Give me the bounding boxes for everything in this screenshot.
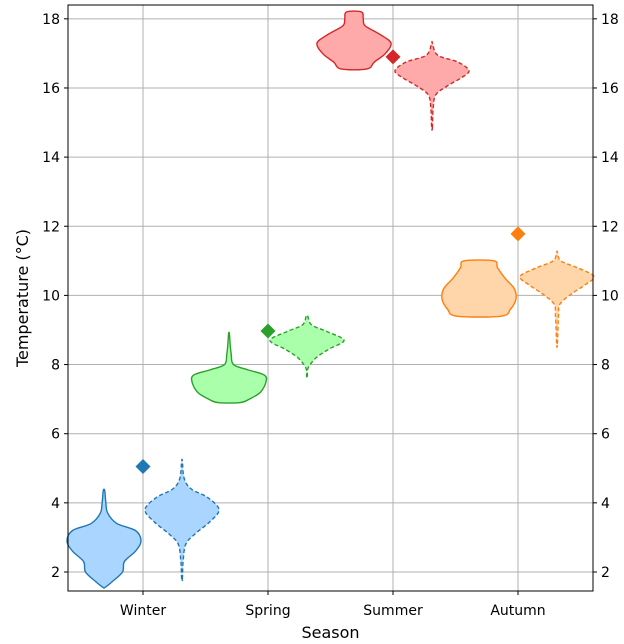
y-tick-label-left: 8 [51, 358, 60, 374]
violin-winter-right [144, 458, 220, 582]
x-axis-label: Season [301, 623, 359, 642]
axis-ticks: 2 2 4 4 6 6 8 8 10 10 12 12 14 14 16 16 18 18 Winter Spring… [42, 12, 619, 619]
diamond-markers [135, 49, 526, 475]
y-tick-label-right: 12 [601, 219, 619, 235]
y-tick-label-left: 16 [42, 81, 60, 97]
y-tick-label-right: 10 [601, 288, 619, 304]
y-tick-label-left: 4 [51, 496, 60, 512]
violin-autumn-right [519, 250, 595, 348]
y-tick-label-right: 8 [601, 358, 610, 374]
y-tick-label-left: 6 [51, 427, 60, 443]
y-tick-label-left: 2 [51, 565, 60, 581]
violin-winter-left [66, 488, 142, 589]
violin-summer-right [394, 40, 470, 131]
y-tick-label-left: 10 [42, 288, 60, 304]
x-tick-label: Winter [120, 603, 166, 619]
y-tick-label-right: 18 [601, 12, 619, 28]
y-tick-label-left: 18 [42, 12, 60, 28]
plot-frame [67, 4, 594, 592]
x-tick-label: Spring [245, 603, 290, 619]
diamond-marker-spring [260, 323, 276, 339]
x-tick-label: Summer [363, 603, 423, 619]
violin-series [66, 10, 595, 589]
y-tick-label-right: 6 [601, 427, 610, 443]
diamond-marker-summer [385, 49, 401, 65]
violin-spring-right [269, 314, 345, 379]
y-tick-label-right: 4 [601, 496, 610, 512]
y-tick-label-left: 14 [42, 150, 60, 166]
violin-summer-left [316, 10, 392, 71]
diamond-marker-autumn [510, 226, 526, 242]
y-tick-label-right: 16 [601, 81, 619, 97]
y-tick-label-right: 2 [601, 565, 610, 581]
y-tick-label-left: 12 [42, 219, 60, 235]
diamond-marker-winter [135, 459, 151, 475]
y-tick-label-right: 14 [601, 150, 619, 166]
x-tick-label: Autumn [490, 603, 545, 619]
violin-autumn-left [441, 259, 517, 318]
grid [68, 5, 593, 591]
y-axis-label: Temperature (°C) [13, 229, 32, 368]
violin-spring-left [190, 331, 268, 404]
